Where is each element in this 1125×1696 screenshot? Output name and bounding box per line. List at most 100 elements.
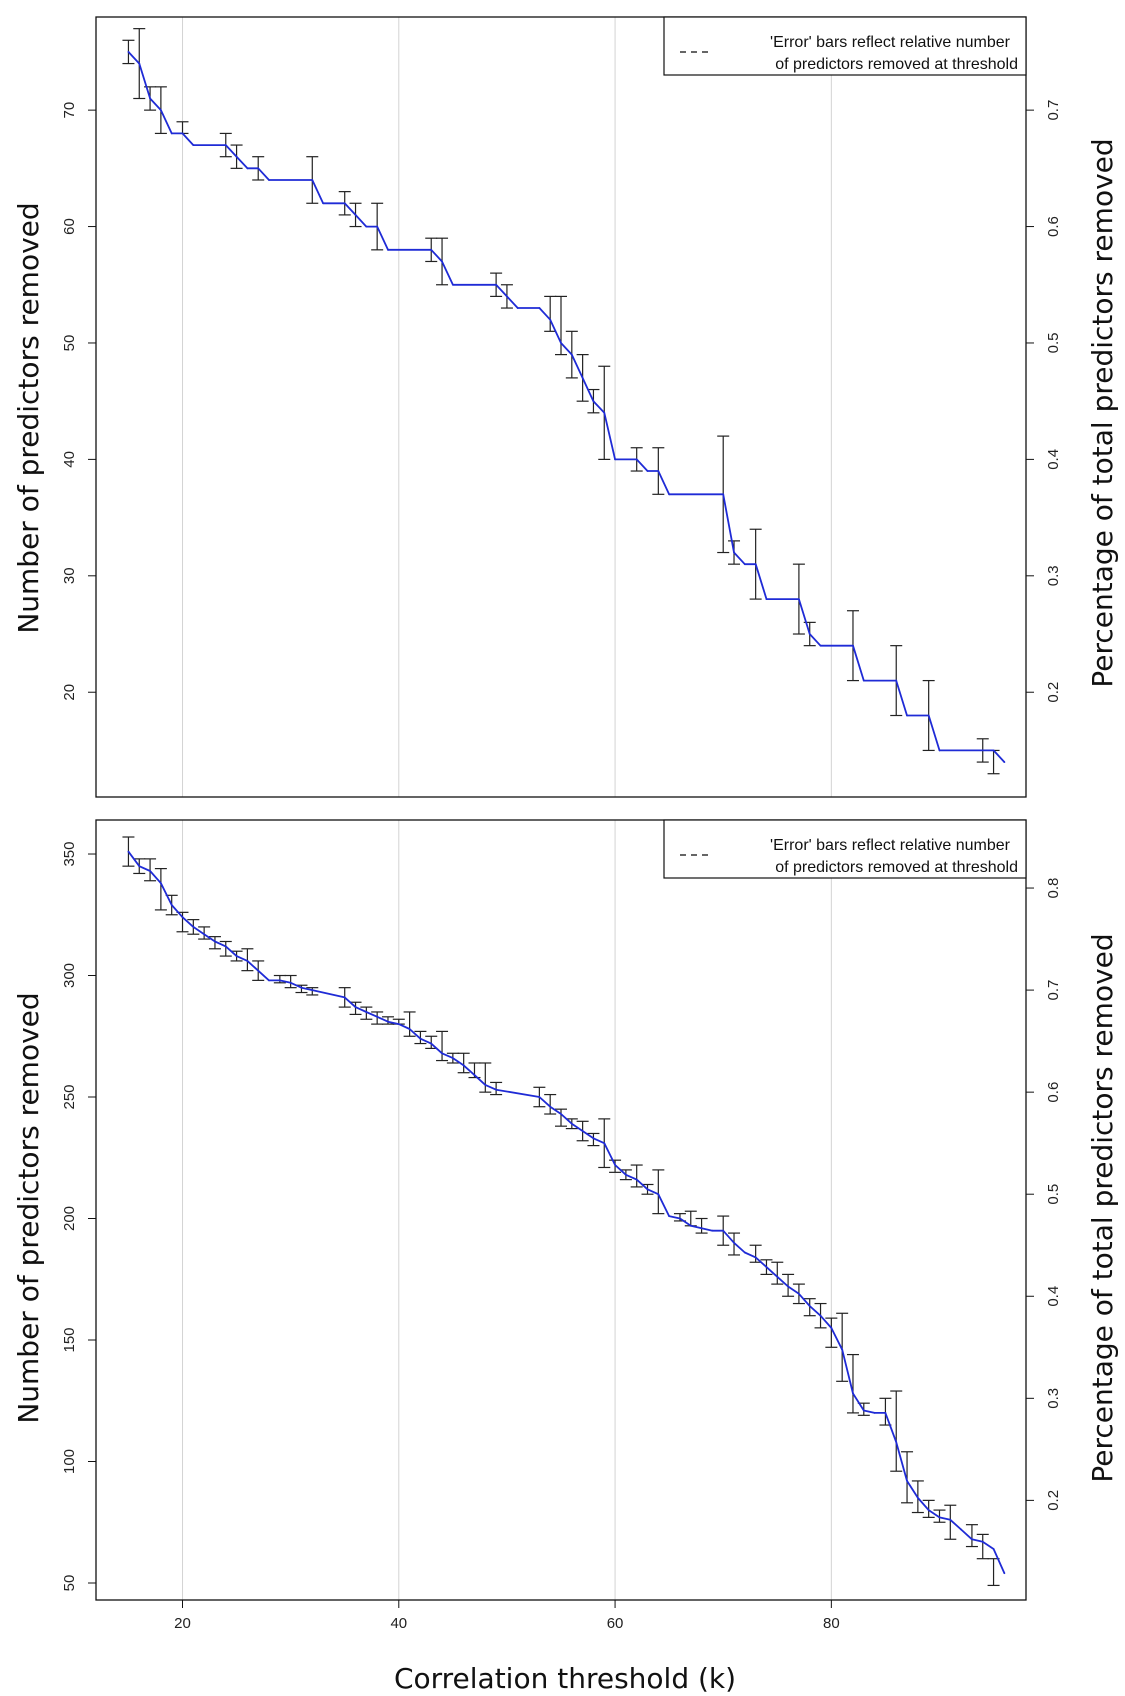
- series-point: [484, 1083, 487, 1086]
- series-point: [138, 62, 141, 65]
- right-y-tick-label: 0.5: [1045, 1184, 1062, 1205]
- series-point: [679, 1217, 681, 1220]
- series-point: [365, 1011, 368, 1013]
- series-point: [733, 1241, 735, 1244]
- series-point: [560, 1113, 562, 1115]
- series-point: [462, 1064, 465, 1067]
- series-point: [538, 1096, 541, 1098]
- series-point: [819, 1314, 822, 1317]
- series-point: [289, 981, 292, 984]
- series-point: [549, 1105, 552, 1108]
- y-tick-label: 150: [61, 1327, 78, 1352]
- series-point: [798, 598, 800, 600]
- right-y-tick-label: 0.3: [1045, 565, 1062, 586]
- left-y-axis-title: Number of predictors removed: [12, 202, 45, 633]
- series-point: [192, 926, 195, 928]
- right-y-tick-label: 0.2: [1045, 1490, 1062, 1511]
- plot-frame: [95, 819, 1027, 1601]
- series-point: [938, 1516, 941, 1519]
- series-point: [657, 1193, 660, 1196]
- series-point: [127, 51, 130, 53]
- series-point: [906, 1480, 908, 1482]
- series-point: [516, 307, 519, 309]
- y-tick-label: 300: [61, 963, 78, 988]
- error-bars: [122, 836, 1000, 1587]
- series-line: [127, 51, 1006, 763]
- right-y-tick-label: 0.3: [1045, 1388, 1062, 1409]
- series-line: [127, 850, 1006, 1575]
- right-y-tick-label: 0.7: [1045, 100, 1062, 121]
- series-point: [397, 1023, 400, 1026]
- series-point: [614, 1164, 616, 1166]
- series-point: [938, 749, 941, 752]
- series-point: [224, 945, 227, 948]
- right-y-tick-label: 0.2: [1045, 682, 1062, 703]
- series-point: [592, 400, 595, 403]
- series-point: [841, 1348, 844, 1351]
- series-point: [246, 167, 249, 170]
- series-point: [387, 1020, 389, 1023]
- series-point: [852, 644, 854, 647]
- series-point: [538, 307, 541, 309]
- right-y-tick-label: 0.8: [1045, 878, 1062, 899]
- series-point: [624, 1173, 627, 1176]
- series-point: [127, 850, 130, 853]
- y-tick-label: 60: [61, 218, 78, 235]
- series-point: [311, 179, 314, 181]
- right-y-axis-title: Percentage of total predictors removed: [1086, 138, 1119, 687]
- series-point: [733, 551, 735, 554]
- series-point: [743, 563, 746, 566]
- series-point: [495, 1088, 498, 1091]
- series-point: [203, 933, 206, 936]
- x-tick-label: 60: [607, 1615, 624, 1632]
- legend: 'Error' bars reflect relative number of …: [663, 819, 1027, 879]
- series-point: [743, 1251, 746, 1254]
- y-tick-label: 40: [61, 451, 78, 468]
- series-point: [1003, 1572, 1006, 1575]
- series-point: [257, 969, 260, 972]
- series-point: [798, 1292, 800, 1295]
- series-point: [451, 1057, 454, 1060]
- series-point: [700, 1227, 703, 1230]
- right-y-tick-label: 0.4: [1045, 449, 1062, 470]
- series-point: [949, 1518, 952, 1521]
- series-point: [300, 986, 303, 989]
- x-axis-title: Correlation threshold (k): [394, 1662, 736, 1695]
- left-y-axis: 20 30 40 50 60 70: [61, 102, 96, 701]
- series-point: [668, 1215, 671, 1217]
- left-y-axis: 50 100 150 200 250 300 350: [61, 842, 96, 1591]
- right-y-axis: 0.2 0.3 0.4 0.5 0.6 0.7 0.8: [1026, 878, 1062, 1511]
- series-point: [927, 714, 930, 717]
- legend-line-1: 'Error' bars reflect relative number: [770, 34, 1011, 51]
- series-point: [473, 1074, 476, 1077]
- series-point: [884, 1411, 887, 1414]
- series-point: [170, 904, 173, 906]
- series-point: [257, 167, 260, 170]
- series-point: [138, 865, 141, 868]
- legend-box: [663, 16, 1027, 76]
- series-point: [992, 749, 995, 752]
- series-point: [419, 1037, 422, 1040]
- series-point: [430, 248, 433, 251]
- series-point: [895, 679, 898, 682]
- series-point: [852, 1392, 854, 1395]
- series-point: [181, 916, 184, 919]
- series-point: [268, 979, 270, 982]
- y-tick-label: 70: [61, 102, 78, 119]
- right-y-axis: 0.2 0.3 0.4 0.5 0.6 0.7: [1026, 100, 1062, 703]
- series-line-path: [127, 851, 1006, 1574]
- series-point: [430, 1042, 433, 1045]
- legend-box: [663, 819, 1027, 879]
- series-point: [927, 1509, 930, 1511]
- y-tick-label: 30: [61, 567, 78, 584]
- right-y-tick-label: 0.6: [1045, 1082, 1062, 1103]
- series-point: [570, 353, 573, 356]
- series-point: [170, 132, 173, 135]
- series-point: [159, 882, 162, 885]
- y-tick-label: 350: [61, 842, 78, 867]
- right-y-tick-label: 0.5: [1045, 333, 1062, 354]
- series-point: [992, 1548, 995, 1550]
- series-point: [635, 458, 638, 461]
